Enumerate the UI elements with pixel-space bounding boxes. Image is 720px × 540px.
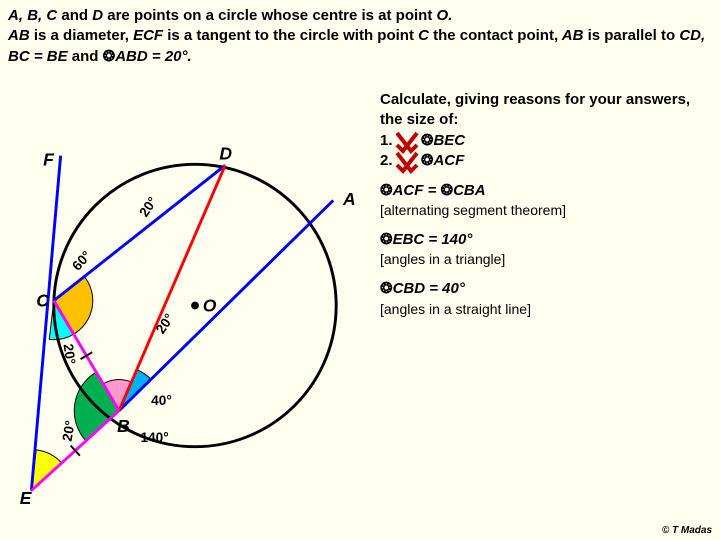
center-dot <box>191 302 199 310</box>
geometry-diagram: O A B C D E F 20° 20° 60° 20° 20° 40° 140° <box>10 140 380 510</box>
segment-BD <box>119 165 225 410</box>
diagram-svg: O A B C D E F 20° 20° 60° 20° 20° 40° 140° <box>10 140 380 510</box>
point-label-D: D <box>219 143 232 163</box>
angle-label: 20° <box>153 311 177 336</box>
point-label-C: C <box>36 291 49 311</box>
point-label-B: B <box>117 416 130 436</box>
angle-label: 60° <box>69 248 94 273</box>
angle-label: 20° <box>136 194 160 219</box>
copyright: © T Madas <box>662 525 712 536</box>
angle-label: 140° <box>140 430 168 445</box>
point-label-F: F <box>43 149 55 169</box>
point-label-E: E <box>20 488 33 508</box>
point-label-O: O <box>203 295 217 315</box>
question-items: 1. ❂BEC2. ❂ACF <box>380 131 710 172</box>
question-heading: Calculate, giving reasons for your answe… <box>380 90 710 131</box>
right-panel: Calculate, giving reasons for your answe… <box>380 90 710 328</box>
answers-block: ❂ACF = ❂CBA[alternating segment theorem]… <box>380 181 710 318</box>
segment-AB <box>119 200 333 410</box>
point-label-A: A <box>342 189 356 209</box>
angle-label: 40° <box>151 393 172 408</box>
angle-label: 20° <box>61 343 79 365</box>
problem-statement: A, B, C and D are points on a circle who… <box>8 6 712 67</box>
angle-label: 20° <box>60 419 78 442</box>
segment-CD <box>54 165 225 300</box>
